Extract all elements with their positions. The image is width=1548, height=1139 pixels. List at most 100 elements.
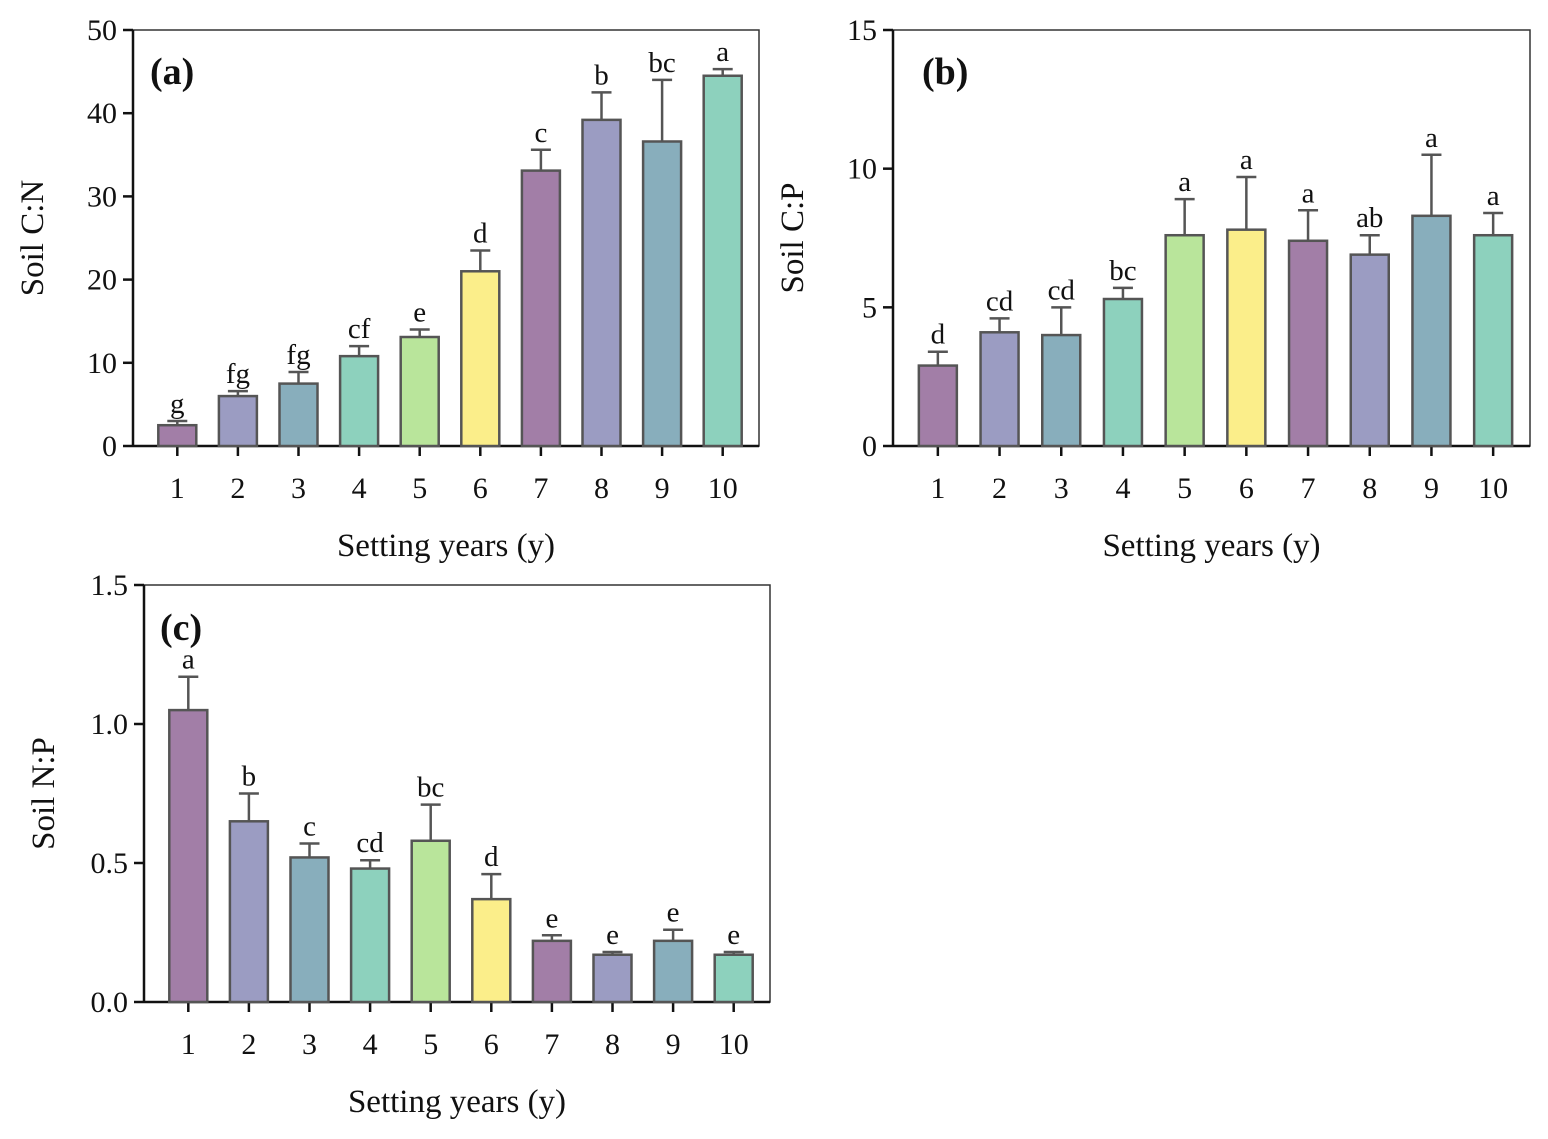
x-tick-label: 9: [1424, 472, 1439, 505]
significance-label: a: [1302, 177, 1315, 209]
y-tick-label: 20: [87, 264, 117, 297]
bar: [1349, 253, 1390, 448]
x-tick-label: 10: [708, 472, 738, 505]
x-tick-label: 3: [302, 1028, 317, 1061]
y-tick-label: 0.5: [91, 847, 129, 880]
x-axis-title: Setting years (y): [348, 1084, 566, 1120]
significance-label: e: [727, 919, 740, 951]
y-tick-label: 1.0: [91, 708, 129, 741]
y-tick-label: 40: [87, 97, 117, 130]
bar: [228, 820, 270, 1004]
significance-label: c: [534, 117, 547, 149]
x-tick-label: 6: [473, 472, 488, 505]
significance-label: cd: [356, 827, 384, 859]
significance-label: a: [1425, 122, 1438, 154]
x-tick-label: 9: [666, 1028, 681, 1061]
x-tick-label: 5: [412, 472, 427, 505]
x-tick-label: 5: [423, 1028, 438, 1061]
significance-label: e: [667, 897, 680, 929]
bar: [349, 867, 391, 1004]
significance-label: cd: [986, 285, 1014, 317]
y-tick-label: 0.0: [91, 986, 129, 1019]
y-tick-label: 15: [847, 14, 877, 47]
y-axis-title: Soil C:N: [15, 180, 51, 297]
bar: [641, 140, 683, 448]
x-tick-label: 2: [992, 472, 1007, 505]
bar: [1041, 333, 1082, 448]
y-axis-title: Soil C:P: [775, 183, 811, 294]
significance-label: ab: [1356, 202, 1383, 234]
significance-label: c: [303, 811, 316, 843]
bar: [1164, 233, 1205, 448]
panel-a: 0 10 20 30 40 50 1 g 2 fg 3 fg 4 cf 5 e 6 d 7 c 8 b 9 bc 10 a (a) S…: [15, 14, 760, 564]
bar: [471, 897, 512, 1004]
x-tick-label: 2: [241, 1028, 256, 1061]
bar: [1226, 228, 1267, 448]
significance-label: d: [473, 217, 488, 249]
significance-label: b: [594, 59, 609, 91]
y-tick-label: 50: [87, 14, 117, 47]
x-tick-label: 4: [352, 472, 367, 505]
bar: [979, 331, 1020, 448]
bar: [157, 423, 198, 448]
bar: [917, 364, 959, 448]
bar: [652, 939, 694, 1004]
x-tick-label: 4: [363, 1028, 378, 1061]
bar: [702, 74, 743, 448]
x-tick-label: 1: [181, 1028, 196, 1061]
x-tick-label: 1: [930, 472, 945, 505]
panel-label: (c): [160, 607, 202, 649]
significance-label: bc: [648, 47, 675, 79]
x-tick-label: 2: [230, 472, 245, 505]
x-axis-title: Setting years (y): [1102, 528, 1320, 564]
y-tick-label: 5: [862, 291, 877, 324]
significance-label: b: [242, 761, 257, 793]
panel-label: (a): [150, 51, 194, 93]
bar: [1287, 239, 1329, 448]
bar: [1102, 297, 1144, 448]
bar: [581, 118, 622, 448]
bar: [1411, 214, 1452, 448]
significance-label: d: [931, 319, 946, 351]
bar: [278, 382, 319, 448]
significance-label: a: [1178, 166, 1191, 198]
significance-label: cf: [348, 313, 371, 345]
bar: [410, 839, 451, 1004]
bar: [520, 169, 562, 448]
x-tick-label: 3: [291, 472, 306, 505]
significance-label: fg: [226, 358, 250, 390]
x-tick-label: 8: [594, 472, 609, 505]
bar: [338, 354, 380, 448]
x-tick-label: 6: [484, 1028, 499, 1061]
significance-label: a: [1487, 180, 1500, 212]
significance-label: d: [484, 841, 499, 873]
x-tick-label: 3: [1054, 472, 1069, 505]
bar: [168, 708, 209, 1004]
x-tick-label: 6: [1239, 472, 1254, 505]
significance-label: e: [545, 902, 558, 934]
x-tick-label: 8: [1362, 472, 1377, 505]
x-tick-label: 7: [1301, 472, 1316, 505]
x-tick-label: 4: [1115, 472, 1130, 505]
bar: [217, 394, 259, 448]
significance-label: bc: [417, 772, 444, 804]
y-tick-label: 0: [862, 430, 877, 463]
panel-b: 0 5 10 15 1 d 2 cd 3 cd 4 bc 5 a 6 a 7 a 8 ab 9 a 10 a (b) Settin…: [775, 14, 1531, 564]
bar: [460, 270, 501, 448]
x-axis-title: Setting years (y): [337, 528, 555, 564]
x-tick-label: 8: [605, 1028, 620, 1061]
significance-label: fg: [286, 339, 310, 371]
bar: [713, 953, 754, 1004]
x-tick-label: 10: [1478, 472, 1508, 505]
y-tick-label: 10: [87, 347, 117, 380]
significance-label: a: [716, 36, 729, 68]
bar: [289, 856, 330, 1004]
significance-label: bc: [1109, 255, 1136, 287]
significance-label: g: [170, 388, 185, 420]
significance-label: cd: [1048, 274, 1076, 306]
x-tick-label: 7: [533, 472, 548, 505]
y-tick-label: 1.5: [91, 569, 129, 602]
y-axis-title: Soil N:P: [26, 737, 62, 850]
